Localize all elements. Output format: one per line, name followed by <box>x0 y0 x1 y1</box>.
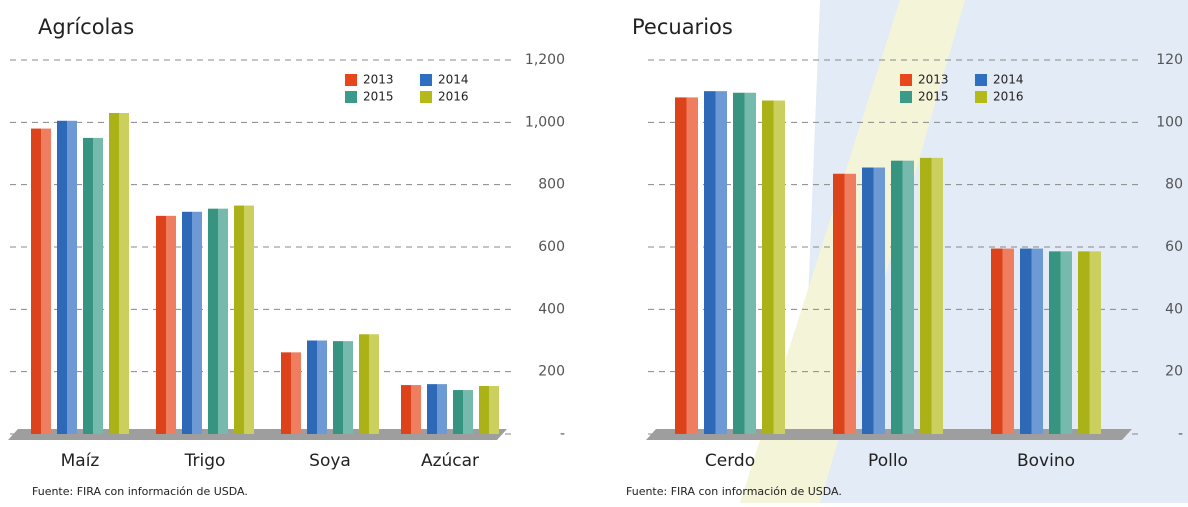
bar <box>991 248 1014 434</box>
y-tick-label: 1,200 <box>525 52 565 68</box>
chart-title: Pecuarios <box>632 15 733 39</box>
legend-label: 2014 <box>993 73 1024 87</box>
y-tick-label: - <box>560 426 565 442</box>
bar <box>401 385 421 434</box>
legend-swatch <box>975 91 987 103</box>
bar <box>57 120 77 435</box>
x-tick-label: Maíz <box>61 451 100 471</box>
y-tick-label: 800 <box>538 177 565 193</box>
bar <box>1020 248 1043 434</box>
legend-swatch <box>420 91 432 103</box>
y-tick-label: 60 <box>1165 239 1183 255</box>
legend-label: 2016 <box>438 90 469 104</box>
bar <box>333 341 353 434</box>
y-tick-label: 80 <box>1165 177 1183 193</box>
legend-swatch <box>900 91 912 103</box>
bar <box>1049 251 1072 434</box>
chart-title: Agrícolas <box>38 15 134 39</box>
bar <box>479 386 499 434</box>
bar <box>733 92 756 434</box>
bar <box>704 91 727 435</box>
bar <box>281 352 301 434</box>
x-tick-label: Pollo <box>868 451 908 471</box>
legend-label: 2013 <box>918 73 949 87</box>
x-tick-label: Bovino <box>1017 451 1075 471</box>
floor <box>8 429 507 440</box>
bar <box>862 167 885 434</box>
bar <box>833 173 856 434</box>
bar <box>359 334 379 434</box>
bar <box>31 128 51 435</box>
y-tick-label: 400 <box>538 301 565 317</box>
legend-label: 2016 <box>993 90 1024 104</box>
bar <box>307 340 327 434</box>
legend-swatch <box>345 91 357 103</box>
y-tick-label: 100 <box>1156 114 1183 130</box>
source-note: Fuente: FIRA con información de USDA. <box>626 485 842 498</box>
x-tick-label: Trigo <box>184 451 226 471</box>
bar <box>891 160 914 434</box>
bar <box>762 100 785 435</box>
bar <box>920 157 943 434</box>
y-tick-label: 120 <box>1156 52 1183 68</box>
source-note: Fuente: FIRA con información de USDA. <box>32 485 248 498</box>
legend-label: 2015 <box>918 90 949 104</box>
bar <box>83 137 103 434</box>
legend-swatch <box>345 74 357 86</box>
bar <box>109 112 129 434</box>
y-tick-label: 40 <box>1165 301 1183 317</box>
y-tick-label: 20 <box>1165 364 1183 380</box>
bar <box>1078 251 1101 434</box>
legend-label: 2014 <box>438 73 469 87</box>
y-tick-label: - <box>1178 426 1183 442</box>
bar <box>675 97 698 435</box>
y-tick-label: 1,000 <box>525 114 565 130</box>
bar <box>234 205 254 434</box>
bar <box>208 208 228 434</box>
bar <box>156 215 176 434</box>
legend-swatch <box>900 74 912 86</box>
y-tick-label: 600 <box>538 239 565 255</box>
legend-swatch <box>975 74 987 86</box>
legend-swatch <box>420 74 432 86</box>
x-tick-label: Azúcar <box>421 451 479 471</box>
legend-label: 2013 <box>363 73 394 87</box>
bar <box>453 390 473 434</box>
bar <box>427 384 447 434</box>
legend-label: 2015 <box>363 90 394 104</box>
y-tick-label: 200 <box>538 364 565 380</box>
x-tick-label: Soya <box>309 451 351 471</box>
bar <box>182 211 202 434</box>
x-tick-label: Cerdo <box>705 451 755 471</box>
